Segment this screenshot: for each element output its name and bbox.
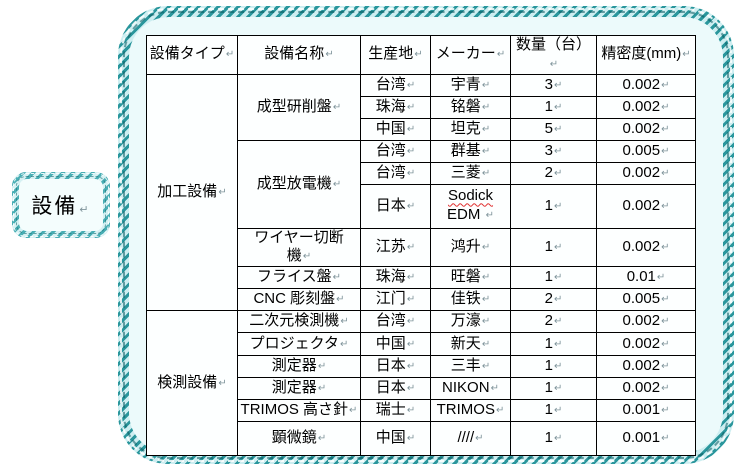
cell-origin[interactable]: 中国 [360, 421, 431, 456]
cell-qty[interactable]: 2 [510, 310, 597, 333]
cell-qty[interactable]: 1 [510, 377, 597, 400]
maker-line2: EDM [447, 206, 481, 223]
equipment-table: 設備タイプ 設備名称 生産地 メーカー 数量（台） 精密度(mm) 加工設備 成… [146, 35, 696, 456]
cell-origin[interactable]: 台湾 [360, 73, 431, 97]
cell-precision[interactable]: 0.002 [596, 183, 696, 229]
cell-maker[interactable]: 旺磐 [430, 266, 511, 289]
cell-qty[interactable]: 5 [510, 117, 597, 141]
cell-precision[interactable]: 0.002 [596, 95, 696, 119]
cell-maker[interactable]: Sodick EDM [430, 183, 511, 229]
cell-maker[interactable]: 群基 [430, 139, 511, 163]
cell-maker[interactable]: NIKON [430, 377, 511, 400]
cell-qty[interactable]: 3 [510, 73, 597, 97]
cell-name[interactable]: 顕微鏡 [237, 421, 361, 456]
table-row: プロジェクタ 中国 新天 1 0.002 [147, 332, 696, 356]
cell-origin[interactable]: 江苏 [360, 227, 431, 267]
cell-name[interactable]: ワイヤー切断機 [237, 227, 361, 267]
cell-qty[interactable]: 2 [510, 161, 597, 185]
table-row: ワイヤー切断機 江苏 鸿升 1 0.002 [147, 227, 696, 267]
cell-name[interactable]: プロジェクタ [237, 332, 361, 356]
cell-precision[interactable]: 0.002 [596, 377, 696, 400]
cell-precision[interactable]: 0.002 [596, 310, 696, 333]
cell-maker[interactable]: 万濠 [430, 310, 511, 333]
col-header-qty[interactable]: 数量（台） [510, 35, 597, 75]
cell-maker[interactable]: //// [430, 421, 511, 456]
cell-origin[interactable]: 台湾 [360, 139, 431, 163]
cell-qty[interactable]: 1 [510, 95, 597, 119]
equipment-label-shape[interactable]: 設備 [12, 172, 110, 238]
table-row: フライス盤 珠海 旺磐 1 0.01 [147, 266, 696, 289]
cell-maker[interactable]: 新天 [430, 332, 511, 356]
equipment-label-fill: 設備 [19, 179, 103, 231]
cell-origin[interactable]: 中国 [360, 117, 431, 141]
cell-name[interactable]: フライス盤 [237, 266, 361, 289]
cell-precision[interactable]: 0.002 [596, 227, 696, 267]
col-header-origin[interactable]: 生産地 [360, 35, 431, 75]
shape-label: 設備 [31, 190, 90, 220]
cell-maker[interactable]: 铭磐 [430, 95, 511, 119]
cell-qty[interactable]: 2 [510, 288, 597, 311]
cell-qty[interactable]: 1 [510, 332, 597, 356]
cell-precision[interactable]: 0.002 [596, 355, 696, 378]
cell-precision[interactable]: 0.001 [596, 421, 696, 456]
cell-name[interactable]: 二次元検測機 [237, 310, 361, 333]
cell-origin[interactable]: 珠海 [360, 95, 431, 119]
cell-qty[interactable]: 1 [510, 227, 597, 267]
cell-maker[interactable]: 三菱 [430, 161, 511, 185]
cell-name[interactable]: TRIMOS 高さ針 [237, 399, 361, 422]
cell-qty[interactable]: 1 [510, 266, 597, 289]
cell-origin[interactable]: 日本 [360, 377, 431, 400]
cell-precision[interactable]: 0.005 [596, 288, 696, 311]
cell-maker[interactable]: 鸿升 [430, 227, 511, 267]
cell-precision[interactable]: 0.005 [596, 139, 696, 163]
col-header-precision[interactable]: 精密度(mm) [596, 35, 696, 75]
table-row: 成型放電機 台湾 群基 3 0.005 [147, 139, 696, 229]
cell-qty[interactable]: 1 [510, 183, 597, 229]
table-row: 検測設備 二次元検測機 台湾 万濠 2 0.002 [146, 310, 696, 456]
cell-qty[interactable]: 1 [510, 399, 597, 422]
maker-line1: Sodick [447, 187, 494, 205]
cell-origin[interactable]: 日本 [360, 355, 431, 378]
cell-origin[interactable]: 瑞士 [360, 399, 431, 422]
cell-qty[interactable]: 3 [510, 139, 597, 163]
cell-origin[interactable]: 珠海 [360, 266, 431, 289]
cell-origin[interactable]: 日本 [360, 183, 431, 229]
cell-name[interactable]: 成型研削盤 [237, 73, 361, 141]
table-header-row: 設備タイプ 設備名称 生産地 メーカー 数量（台） 精密度(mm) [146, 35, 696, 75]
cell-origin[interactable]: 台湾 [360, 161, 431, 185]
col-header-name[interactable]: 設備名称 [237, 35, 361, 75]
cell-precision[interactable]: 0.002 [596, 161, 696, 185]
cell-maker[interactable]: 佳铁 [430, 288, 511, 311]
cell-type[interactable]: 検測設備 [146, 310, 238, 456]
cell-maker[interactable]: 宇青 [430, 73, 511, 97]
col-header-type[interactable]: 設備タイプ [146, 35, 238, 75]
cell-maker[interactable]: TRIMOS [430, 399, 511, 422]
cell-name[interactable]: 測定器 [237, 355, 361, 378]
cell-name[interactable]: 成型放電機 [237, 139, 361, 229]
cell-qty[interactable]: 1 [510, 421, 597, 456]
cell-origin[interactable]: 台湾 [360, 310, 431, 333]
cell-name[interactable]: 測定器 [237, 377, 361, 400]
cell-precision[interactable]: 0.01 [596, 266, 696, 289]
table-row: 加工設備 成型研削盤 台湾 宇青 3 0.002 [146, 73, 696, 311]
table-row: 顕微鏡 中国 //// 1 0.001 [147, 421, 696, 456]
cell-precision[interactable]: 0.002 [596, 73, 696, 97]
cell-type[interactable]: 加工設備 [146, 73, 238, 311]
cell-maker[interactable]: 坦克 [430, 117, 511, 141]
cell-maker[interactable]: 三丰 [430, 355, 511, 378]
cell-precision[interactable]: 0.001 [596, 399, 696, 422]
col-header-maker[interactable]: メーカー [430, 35, 511, 75]
cell-origin[interactable]: 中国 [360, 332, 431, 356]
table-row: 中国 坦克 5 0.002 [147, 117, 696, 141]
table-row: 測定器 日本 NIKON 1 0.002 [147, 377, 696, 400]
cell-precision[interactable]: 0.002 [596, 332, 696, 356]
cell-qty[interactable]: 1 [510, 355, 597, 378]
cell-precision[interactable]: 0.002 [596, 117, 696, 141]
cell-name[interactable]: CNC 彫刻盤 [237, 288, 361, 311]
cell-origin[interactable]: 江门 [360, 288, 431, 311]
table-row: 珠海 铭磐 1 0.002 [147, 95, 696, 119]
